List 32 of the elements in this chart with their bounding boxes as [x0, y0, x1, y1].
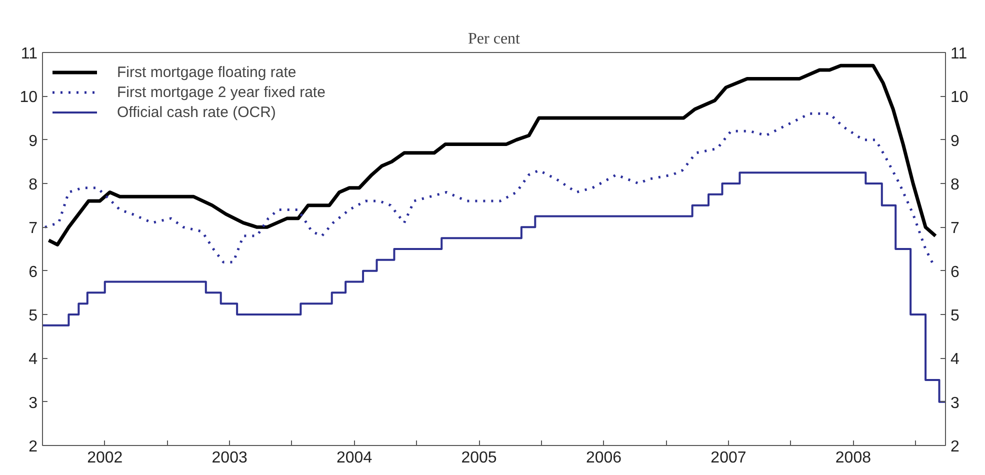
line-series [46, 64, 938, 246]
x-tick-label: 2005 [461, 450, 497, 466]
y-tick-label: 8 [28, 176, 38, 194]
legend-label: First mortgage 2 year fixed rate [117, 84, 326, 100]
y2-tick-label: 11 [950, 46, 968, 62]
y2-tick-label: 8 [950, 176, 960, 194]
y-tick-label: 5 [28, 308, 38, 324]
x-tick-label: 2003 [212, 450, 248, 466]
y2-tick-label: 4 [950, 351, 960, 368]
y-tick-label: 4 [28, 351, 38, 368]
x-tick-label: 2008 [835, 450, 872, 466]
x-tick-label: 2007 [710, 450, 746, 466]
legend-label: Official cash rate (OCR) [117, 104, 276, 120]
y2-tick-label: 9 [950, 132, 960, 150]
x-tick-label: 2006 [586, 450, 622, 466]
y2-tick-label: 7 [950, 220, 960, 238]
y-tick-label: 3 [28, 394, 38, 412]
x-tick-label: 2002 [87, 450, 123, 466]
y2-tick-label: 3 [950, 394, 960, 412]
y-tick-label: 6 [28, 264, 38, 281]
chart-subtitle: Per cent [468, 30, 521, 48]
y2-tick-label: 2 [950, 438, 960, 456]
y-tick-label: 10 [20, 89, 38, 106]
y-tick-label: 11 [20, 46, 38, 62]
legend-label: First mortgage floating rate [117, 64, 296, 80]
y-tick-label: 7 [28, 220, 38, 238]
y-tick-label: 2 [28, 438, 38, 456]
y-tick-label: 9 [28, 132, 38, 150]
x-tick-label: 2004 [336, 450, 372, 466]
y2-tick-label: 10 [950, 89, 968, 106]
y2-tick-label: 6 [950, 264, 960, 281]
y2-tick-label: 5 [950, 308, 960, 324]
